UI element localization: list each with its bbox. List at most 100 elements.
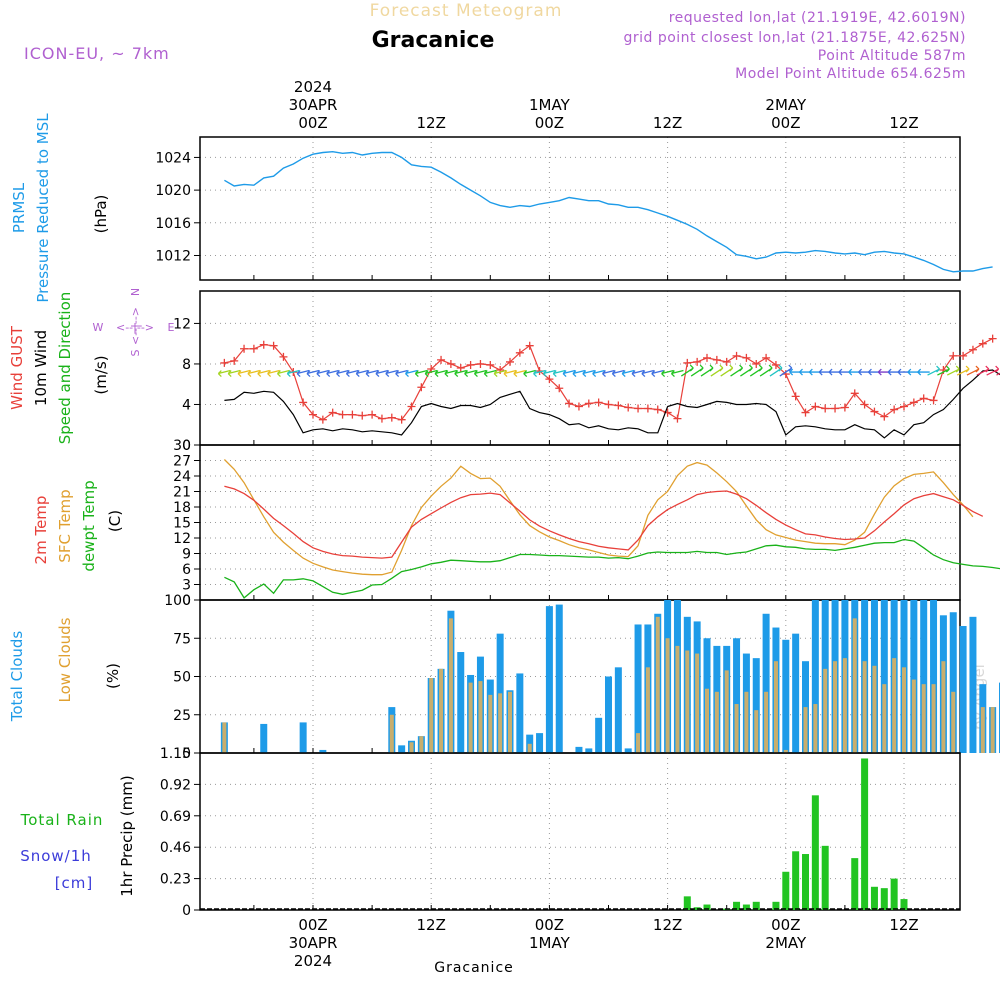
low-cloud-bar [429,678,434,753]
model-label: ICON-EU, ~ 7km [24,44,170,63]
wind-arrow [710,364,724,377]
top-time-label: 12Z [889,114,918,132]
bottom-time-label: 12Z [653,916,682,934]
ytick-label: 4 [182,397,191,413]
panel-pressure: 1012 1016 1020 1024 [155,136,993,281]
panels: 1012101610201024048120369121518212427300… [155,136,1000,919]
total-cloud-bar [398,745,406,753]
pressure-line [224,150,993,273]
top-time-label: 12Z [653,114,682,132]
bottom-time-label: 12Z [417,916,446,934]
ytick-label: 15 [173,516,191,532]
gust-marker [909,398,918,407]
side-labels: PRMSL Pressure Reduced to MSL (hPa) Wind GU… [8,113,175,897]
wind-arrow [769,364,783,377]
wind-arrow [444,369,458,378]
low-cloud-bar [734,704,739,753]
gust-marker [338,410,347,419]
footer-place: Gracanice [434,960,514,976]
wind-arrow [582,369,595,378]
low-cloud-bar [764,691,769,753]
total-cloud-bar [516,673,524,753]
gust-marker [506,357,514,366]
gust-marker [821,404,830,413]
wind-arrow [976,365,990,376]
low-cloud-bar [892,658,897,753]
low-cloud-bar [655,616,660,753]
ytick-label: 0 [182,593,191,609]
total-cloud-bar [959,626,967,753]
gust-label: Wind GUST [8,325,26,410]
gust-marker [929,396,938,405]
gust-marker [456,364,465,372]
gust-marker [318,415,327,424]
total-cloud-bar [634,624,642,753]
wind-arrow [996,372,1000,376]
total-cloud-bar [545,606,553,753]
total-cloud-bar [733,638,741,753]
low-cloud-bar [803,707,808,753]
low-cloud-bar [882,684,887,753]
total-cloud-bar [624,748,632,753]
precip-bar [811,795,819,910]
total-cloud-bar [762,613,770,753]
wind-arrow [345,369,359,378]
gust-marker [614,401,623,410]
gust-marker [486,360,495,369]
low-cloud-bar [665,638,670,753]
total-cloud-bar [496,633,504,753]
low-cloud-bar [833,661,838,753]
ytick-label: 12 [173,316,191,332]
bottom-time-label: 12Z [889,916,918,934]
wind-arrow [493,369,507,378]
wind-arrow [592,369,605,378]
wind-arrow [680,364,694,377]
wind-arrow [296,369,310,378]
low-cloud-bar [488,694,493,753]
total-cloud-bar [605,676,612,753]
wind-arrow [779,364,793,377]
ytick-label: 27 [173,454,191,470]
gust-marker [476,359,485,368]
wind-label: 10m Wind [32,330,50,406]
precip-bar [772,901,780,910]
low-cloud-bar [862,661,867,753]
gust-marker [890,405,899,414]
wind-arrow [611,369,625,378]
gust-marker [791,392,800,401]
gust-marker [742,353,751,362]
low-cloud-bar [498,693,503,753]
gust-marker [565,399,574,408]
total-cloud-bar [585,748,593,753]
precip-bar [703,904,711,910]
wind-arrow [956,365,970,376]
top-time-label: 12Z [417,114,446,132]
low-clouds-label: Low Clouds [56,617,74,702]
gust-marker [673,414,682,423]
wind-arrow [749,364,763,377]
ytick-label: 6 [182,562,191,578]
wind-arrow [917,368,930,376]
total-cloud-bar [782,639,790,753]
wind-arrow [966,365,980,376]
total-cloud-bar [575,746,583,753]
low-cloud-bar [409,742,414,753]
precip-bar [792,851,800,910]
ytick-label: 1020 [155,183,191,199]
precip-bar [742,904,750,910]
pressure-unit: (hPa) [92,195,110,234]
gust-marker [269,341,278,350]
wind-arrow [336,369,349,378]
total-cloud-bar [752,658,760,753]
gust-marker [919,394,928,403]
closest-coords: grid point closest lon,lat (21.1875E, 42… [623,30,966,46]
precip-bar [900,899,908,910]
compass-letter: W [93,321,104,334]
wind-arrow [621,369,635,378]
wind-arrow [562,369,576,378]
total-cloud-bar [910,600,918,753]
wind-arrow [483,369,497,378]
wind-arrow [306,369,320,378]
